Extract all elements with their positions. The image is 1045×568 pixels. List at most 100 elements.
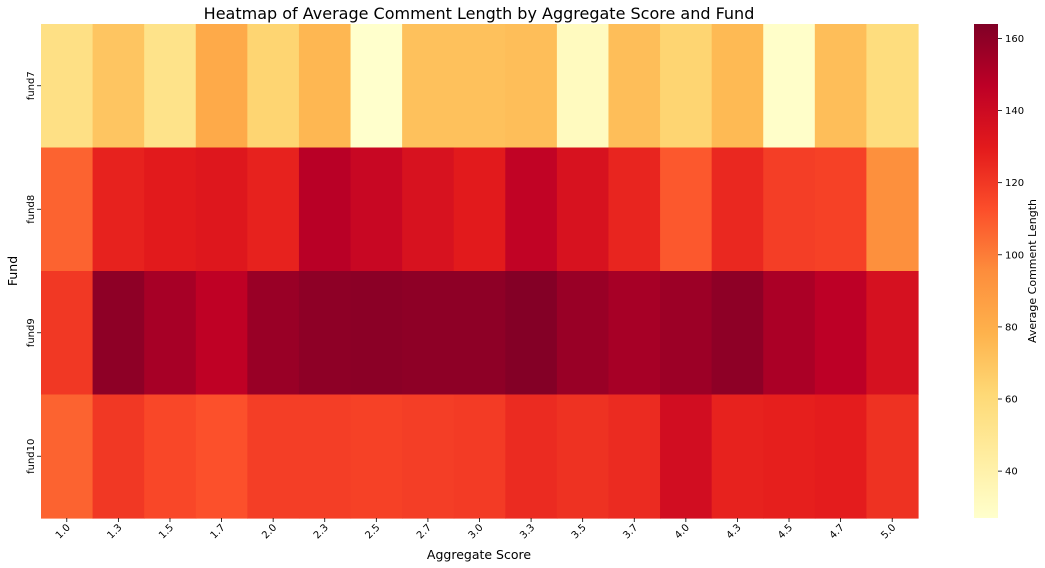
heatmap-cell (556, 271, 610, 396)
x-axis-label: Aggregate Score (427, 547, 531, 562)
heatmap-cell (505, 24, 558, 149)
heatmap-cell (556, 394, 610, 519)
heatmap-cell (92, 271, 145, 396)
heatmap-cell (298, 271, 352, 396)
colorbar-tick-label: 40 (1005, 467, 1018, 478)
x-tick-label: 3.3 (518, 522, 537, 541)
heatmap-cell (350, 147, 403, 272)
heatmap-cell (556, 24, 610, 149)
heatmap-cell (608, 147, 661, 272)
x-tick-label: 4.7 (828, 522, 847, 541)
y-axis-ticks: fund7 fund8 fund9 fund10 (26, 71, 41, 474)
heatmap-cell (814, 271, 868, 396)
heatmap-cell (866, 147, 919, 272)
heatmap-cell (763, 24, 816, 149)
heatmap-cell (350, 394, 403, 519)
heatmap-cell (298, 394, 352, 519)
heatmap-cell (505, 394, 558, 519)
colorbar-ticks: 40 60 80 100 120 140 160 (998, 34, 1024, 478)
heatmap-cell (660, 394, 713, 519)
heatmap-cell (247, 394, 300, 519)
colorbar-tick-label: 140 (1005, 106, 1024, 117)
heatmap-cells (41, 24, 919, 519)
heatmap-cell (247, 271, 300, 396)
heatmap-cell (505, 147, 558, 272)
x-tick-label: 5.0 (879, 522, 898, 541)
heatmap-cell (92, 394, 145, 519)
heatmap-cell (195, 271, 248, 396)
x-tick-label: 4.5 (776, 522, 795, 541)
y-tick-label: fund9 (26, 318, 37, 347)
colorbar-tick-label: 100 (1005, 250, 1024, 261)
heatmap-cell (505, 271, 558, 396)
heatmap-cell (660, 147, 713, 272)
heatmap-cell (41, 394, 94, 519)
x-tick-label: 2.0 (260, 522, 279, 541)
heatmap-cell (402, 24, 455, 149)
x-tick-label: 3.7 (621, 522, 640, 541)
heatmap-cell (402, 271, 455, 396)
heatmap-cell (144, 394, 197, 519)
heatmap-cell (92, 24, 145, 149)
heatmap-cell (660, 24, 713, 149)
heatmap-cell (556, 147, 610, 272)
x-tick-label: 4.0 (673, 522, 692, 541)
heatmap-cell (195, 147, 248, 272)
colorbar-tick-label: 80 (1005, 322, 1018, 333)
heatmap-cell (350, 24, 403, 149)
x-axis-ticks: 1.0 1.3 1.5 1.7 2.0 2.3 2.5 2.7 3.0 3.3 3.5 3.7 4.0 4… (54, 518, 898, 541)
x-tick-label: 4.3 (725, 522, 744, 541)
y-tick-label: fund8 (26, 195, 37, 224)
heatmap-cell (453, 394, 506, 519)
heatmap-cell (453, 147, 506, 272)
chart-title: Heatmap of Average Comment Length by Agg… (204, 4, 755, 23)
heatmap-cell (247, 147, 300, 272)
heatmap-cell (350, 271, 403, 396)
heatmap-cell (866, 24, 919, 149)
heatmap-cell (247, 24, 300, 149)
heatmap-cell (402, 147, 455, 272)
x-tick-label: 1.7 (209, 522, 228, 541)
heatmap-cell (763, 271, 816, 396)
x-tick-label: 2.7 (415, 522, 434, 541)
x-tick-label: 1.5 (157, 522, 176, 541)
x-tick-label: 2.5 (363, 522, 382, 541)
heatmap-cell (298, 147, 352, 272)
heatmap-cell (195, 24, 248, 149)
heatmap-cell (144, 147, 197, 272)
heatmap-cell (41, 271, 94, 396)
heatmap-cell (453, 271, 506, 396)
heatmap-cell (402, 394, 455, 519)
heatmap-cell (763, 394, 816, 519)
colorbar (974, 24, 998, 518)
heatmap-cell (144, 24, 197, 149)
y-tick-label: fund10 (26, 439, 37, 474)
colorbar-label: Average Comment Length (1026, 199, 1039, 343)
heatmap-cell (711, 271, 764, 396)
heatmap-cell (711, 147, 764, 272)
heatmap-cell (608, 394, 661, 519)
heatmap-cell (195, 394, 248, 519)
x-tick-label: 1.0 (54, 522, 73, 541)
colorbar-tick-label: 60 (1005, 395, 1018, 406)
x-tick-label: 3.5 (570, 522, 589, 541)
heatmap-cell (814, 394, 868, 519)
heatmap-cell (92, 147, 145, 272)
heatmap-cell (763, 147, 816, 272)
heatmap-cell (711, 24, 764, 149)
heatmap-cell (660, 271, 713, 396)
heatmap-cell (814, 24, 868, 149)
heatmap-cell (608, 24, 661, 149)
heatmap-cell (608, 271, 661, 396)
heatmap-cell (41, 147, 94, 272)
heatmap-cell (453, 24, 506, 149)
heatmap-cell (298, 24, 352, 149)
heatmap-cell (866, 394, 919, 519)
colorbar-tick-label: 160 (1005, 34, 1024, 45)
colorbar-tick-label: 120 (1005, 178, 1024, 189)
x-tick-label: 2.3 (312, 522, 331, 541)
y-tick-label: fund7 (26, 71, 37, 100)
heatmap-cell (41, 24, 94, 149)
heatmap-cell (711, 394, 764, 519)
